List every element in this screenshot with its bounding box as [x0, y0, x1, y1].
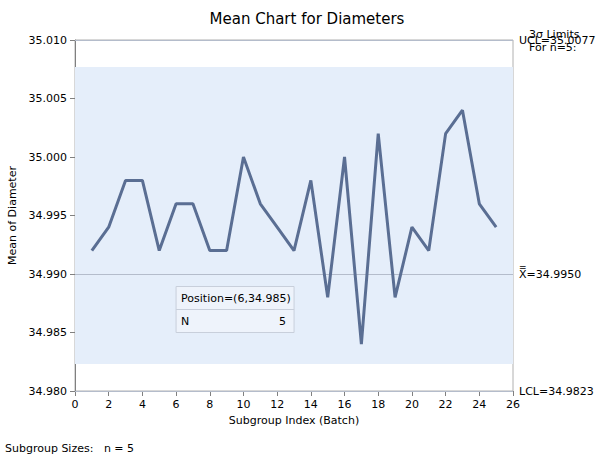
svg-text:Mean Chart for Diameters: Mean Chart for Diameters: [210, 10, 405, 28]
svg-text:8: 8: [206, 398, 213, 411]
svg-text:18: 18: [371, 398, 385, 411]
svg-text:34.980: 34.980: [29, 385, 68, 398]
svg-text:14: 14: [304, 398, 318, 411]
svg-text:N: N: [181, 315, 189, 328]
svg-text:For n=5:: For n=5:: [529, 41, 577, 54]
svg-text:34.990: 34.990: [29, 268, 68, 281]
svg-text:24: 24: [472, 398, 486, 411]
svg-text:Subgroup Sizes: n = 5: Subgroup Sizes: n = 5: [5, 442, 134, 455]
svg-text:6: 6: [173, 398, 180, 411]
svg-text:34.985: 34.985: [29, 326, 68, 339]
svg-text:X̿=34.9950: X̿=34.9950: [519, 266, 581, 280]
svg-text:2: 2: [105, 398, 112, 411]
svg-text:22: 22: [439, 398, 453, 411]
svg-text:34.995: 34.995: [29, 209, 68, 222]
svg-text:Mean of Diameter: Mean of Diameter: [6, 166, 19, 265]
svg-text:Position=(6,34.985): Position=(6,34.985): [181, 292, 291, 305]
svg-text:35.005: 35.005: [29, 92, 68, 105]
svg-text:35.000: 35.000: [29, 151, 68, 164]
svg-text:Subgroup Index (Batch): Subgroup Index (Batch): [229, 414, 359, 427]
svg-text:35.010: 35.010: [29, 34, 68, 47]
svg-text:4: 4: [139, 398, 146, 411]
svg-text:12: 12: [270, 398, 284, 411]
svg-text:16: 16: [338, 398, 352, 411]
svg-text:20: 20: [405, 398, 419, 411]
svg-text:0: 0: [72, 398, 79, 411]
svg-text:26: 26: [506, 398, 520, 411]
svg-text:5: 5: [279, 315, 286, 328]
svg-text:LCL=34.9823: LCL=34.9823: [519, 385, 594, 398]
svg-text:10: 10: [236, 398, 250, 411]
svg-text:UCL=35.0077: UCL=35.0077: [519, 34, 596, 47]
